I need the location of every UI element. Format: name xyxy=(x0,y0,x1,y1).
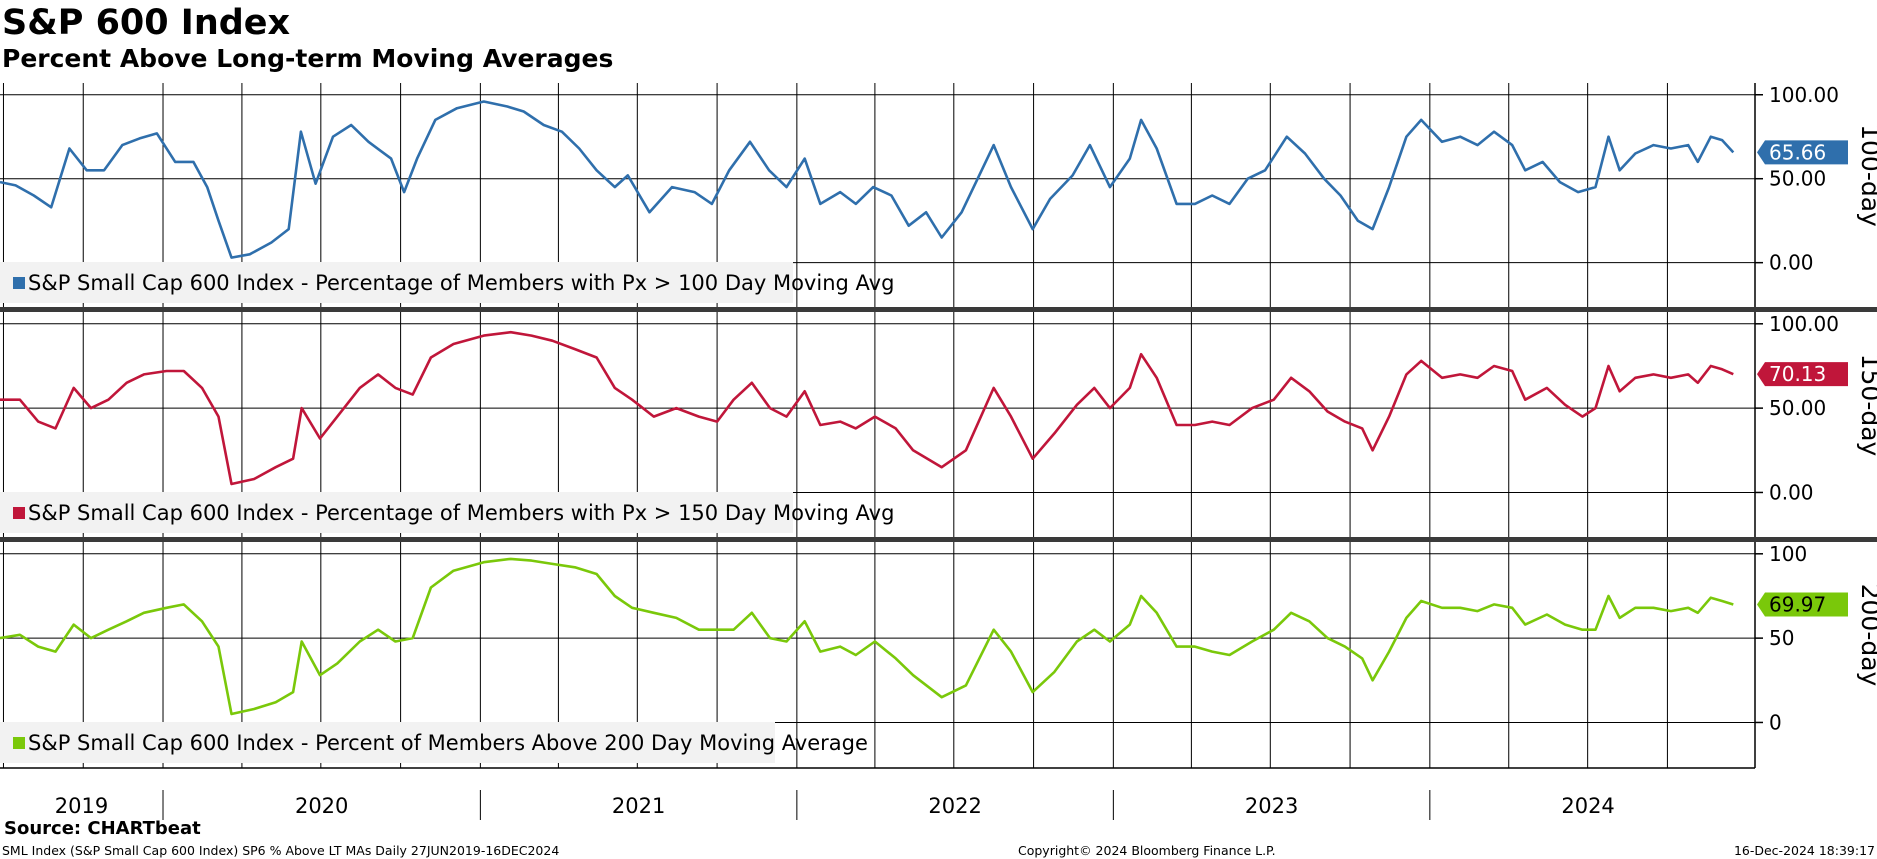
panel-200day: 100 50 0 69.97 200-day S&P Small Cap 600 Inde… xyxy=(0,542,1877,768)
legend-box xyxy=(0,722,775,763)
y-tick-label: 0 xyxy=(1769,710,1782,734)
chart-subtitle: Percent Above Long-term Moving Averages xyxy=(2,44,614,73)
panel-axis-label: 150-day xyxy=(1856,354,1877,457)
last-value-badge xyxy=(1757,592,1848,617)
legend-swatch xyxy=(13,277,25,289)
series-line-150day xyxy=(0,330,1734,486)
x-tick-label: 2019 xyxy=(55,794,108,818)
panel-150day: 100.00 50.00 0.00 70.13 150-day S&P Small Cap… xyxy=(0,312,1877,542)
last-value-badge xyxy=(1757,362,1848,387)
legend-box xyxy=(0,262,793,303)
panel-separator xyxy=(0,307,1877,312)
last-value-label: 70.13 xyxy=(1769,362,1826,386)
panel-100day: 100.00 50.00 0.00 65.66 100-day S&P Small Cap… xyxy=(0,83,1877,312)
legend-label: S&P Small Cap 600 Index - Percent of Mem… xyxy=(28,731,868,755)
legend-label: S&P Small Cap 600 Index - Percentage of … xyxy=(28,271,894,295)
legend-label: S&P Small Cap 600 Index - Percentage of … xyxy=(28,501,894,525)
chart-title: S&P 600 Index xyxy=(2,3,291,43)
y-tick-label: 100 xyxy=(1769,542,1807,566)
series-line-100day xyxy=(0,100,1735,259)
footer-series-info: SML Index (S&P Small Cap 600 Index) SP6 … xyxy=(2,843,560,858)
footer-timestamp: 16-Dec-2024 18:39:17 xyxy=(1733,843,1875,858)
last-value-badge xyxy=(1757,140,1848,165)
footer-copyright: Copyright© 2024 Bloomberg Finance L.P. xyxy=(1018,843,1276,858)
y-tick-label: 100.00 xyxy=(1769,83,1839,107)
y-tick-label: 0.00 xyxy=(1769,251,1814,275)
chart-canvas: 100.00 50.00 0.00 65.66 100-day S&P Small Cap… xyxy=(0,83,1877,820)
legend-box xyxy=(0,492,793,533)
panel-separator xyxy=(0,537,1877,542)
x-tick-label: 2023 xyxy=(1245,794,1298,818)
last-value-label: 69.97 xyxy=(1769,592,1826,616)
legend-swatch xyxy=(13,507,25,519)
y-tick-label: 0.00 xyxy=(1769,480,1814,504)
x-tick-label: 2021 xyxy=(612,794,665,818)
panel-axis-label: 100-day xyxy=(1856,124,1877,227)
chart-panels: 100.00 50.00 0.00 65.66 100-day S&P Small Cap… xyxy=(0,83,1877,768)
x-axis: 2019 2020 2021 2022 2023 2024 xyxy=(0,767,1755,820)
x-tick-label: 2024 xyxy=(1561,794,1614,818)
y-tick-label: 50 xyxy=(1769,626,1794,650)
last-value-label: 65.66 xyxy=(1769,140,1826,164)
legend-swatch xyxy=(13,737,25,749)
panel-axis-label: 200-day xyxy=(1856,584,1877,687)
x-tick-label: 2020 xyxy=(295,794,348,818)
source-note: Source: CHARTbeat xyxy=(4,818,201,839)
series-line-200day xyxy=(0,557,1734,716)
y-tick-label: 100.00 xyxy=(1769,312,1839,336)
x-tick-label: 2022 xyxy=(928,794,981,818)
y-tick-label: 50.00 xyxy=(1769,167,1826,191)
y-tick-label: 50.00 xyxy=(1769,396,1826,420)
